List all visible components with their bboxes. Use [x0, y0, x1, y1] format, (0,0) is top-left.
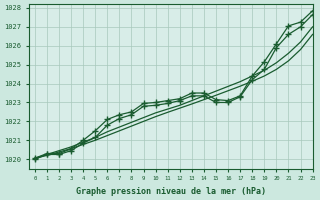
X-axis label: Graphe pression niveau de la mer (hPa): Graphe pression niveau de la mer (hPa) — [76, 187, 266, 196]
